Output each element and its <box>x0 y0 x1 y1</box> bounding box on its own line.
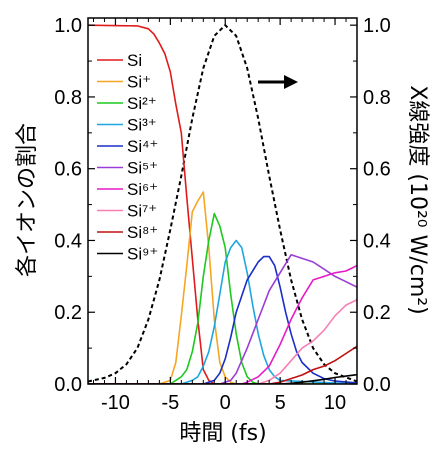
series-line-7 <box>88 298 357 384</box>
axes: -10 -5 0 5 10 0.0 0.0 0.2 0.2 0.4 0.4 0.6 0.6 0.8 0.8 1… <box>54 15 391 414</box>
axis-labels: 時間 (fs) 各イオンの割合 X線強度 (10²⁰ W/cm²) <box>15 85 430 446</box>
legend-label-7: Si⁷⁺ <box>127 202 157 221</box>
legend-label-5: Si⁵⁺ <box>127 159 158 178</box>
y-left-tick-label: 0.0 <box>54 374 82 396</box>
legend-label-0: Si <box>127 51 142 70</box>
legend: Si Si⁺ Si²⁺ Si³⁺ Si⁴⁺ Si⁵⁺ Si⁶⁺ Si⁷⁺ Si⁸⁺ Si⁹⁺ <box>97 51 158 264</box>
legend-label-4: Si⁴⁺ <box>127 137 158 156</box>
x-tick-label: -10 <box>101 392 130 414</box>
arrow-head <box>284 75 298 89</box>
y-left-tick-label: 0.6 <box>54 159 82 181</box>
plot-area <box>88 23 357 384</box>
y-right-tick-label: 0.4 <box>363 230 391 252</box>
y-right-tick-label: 0.0 <box>363 374 391 396</box>
legend-label-1: Si⁺ <box>127 73 151 92</box>
plot-frame <box>87 17 358 385</box>
x-tick-label: 0 <box>220 392 231 414</box>
series-line-8 <box>88 345 357 384</box>
series-line-4 <box>88 255 357 384</box>
x-tick-label: 10 <box>324 392 346 414</box>
xray-intensity-line <box>88 23 357 383</box>
plot-series-group <box>88 23 357 384</box>
y-right-tick-label: 0.8 <box>363 87 391 109</box>
x-axis-title: 時間 (fs) <box>179 421 266 446</box>
legend-label-6: Si⁶⁺ <box>127 180 158 199</box>
legend-label-3: Si³⁺ <box>127 116 157 135</box>
y-axis-left-title: 各イオンの割合 <box>15 123 40 277</box>
x-tick-label: 5 <box>275 392 286 414</box>
legend-label-8: Si⁸⁺ <box>127 223 158 242</box>
y-right-tick-label: 0.2 <box>363 302 391 324</box>
y-left-tick-label: 0.2 <box>54 302 82 324</box>
x-tick-label: -5 <box>161 392 179 414</box>
right-arrow-icon <box>258 75 298 89</box>
series-line-0 <box>88 24 357 384</box>
y-right-tick-label: 1.0 <box>363 15 391 37</box>
series-line-1 <box>88 191 357 384</box>
y-right-tick-label: 0.6 <box>363 159 391 181</box>
y-left-tick-label: 0.8 <box>54 87 82 109</box>
y-axis-right-title: X線強度 (10²⁰ W/cm²) <box>405 85 430 314</box>
legend-label-9: Si⁹⁺ <box>127 245 158 264</box>
y-left-tick-label: 1.0 <box>54 15 82 37</box>
legend-label-2: Si²⁺ <box>127 94 157 113</box>
series-line-2 <box>88 212 357 384</box>
y-left-tick-label: 0.4 <box>54 230 82 252</box>
